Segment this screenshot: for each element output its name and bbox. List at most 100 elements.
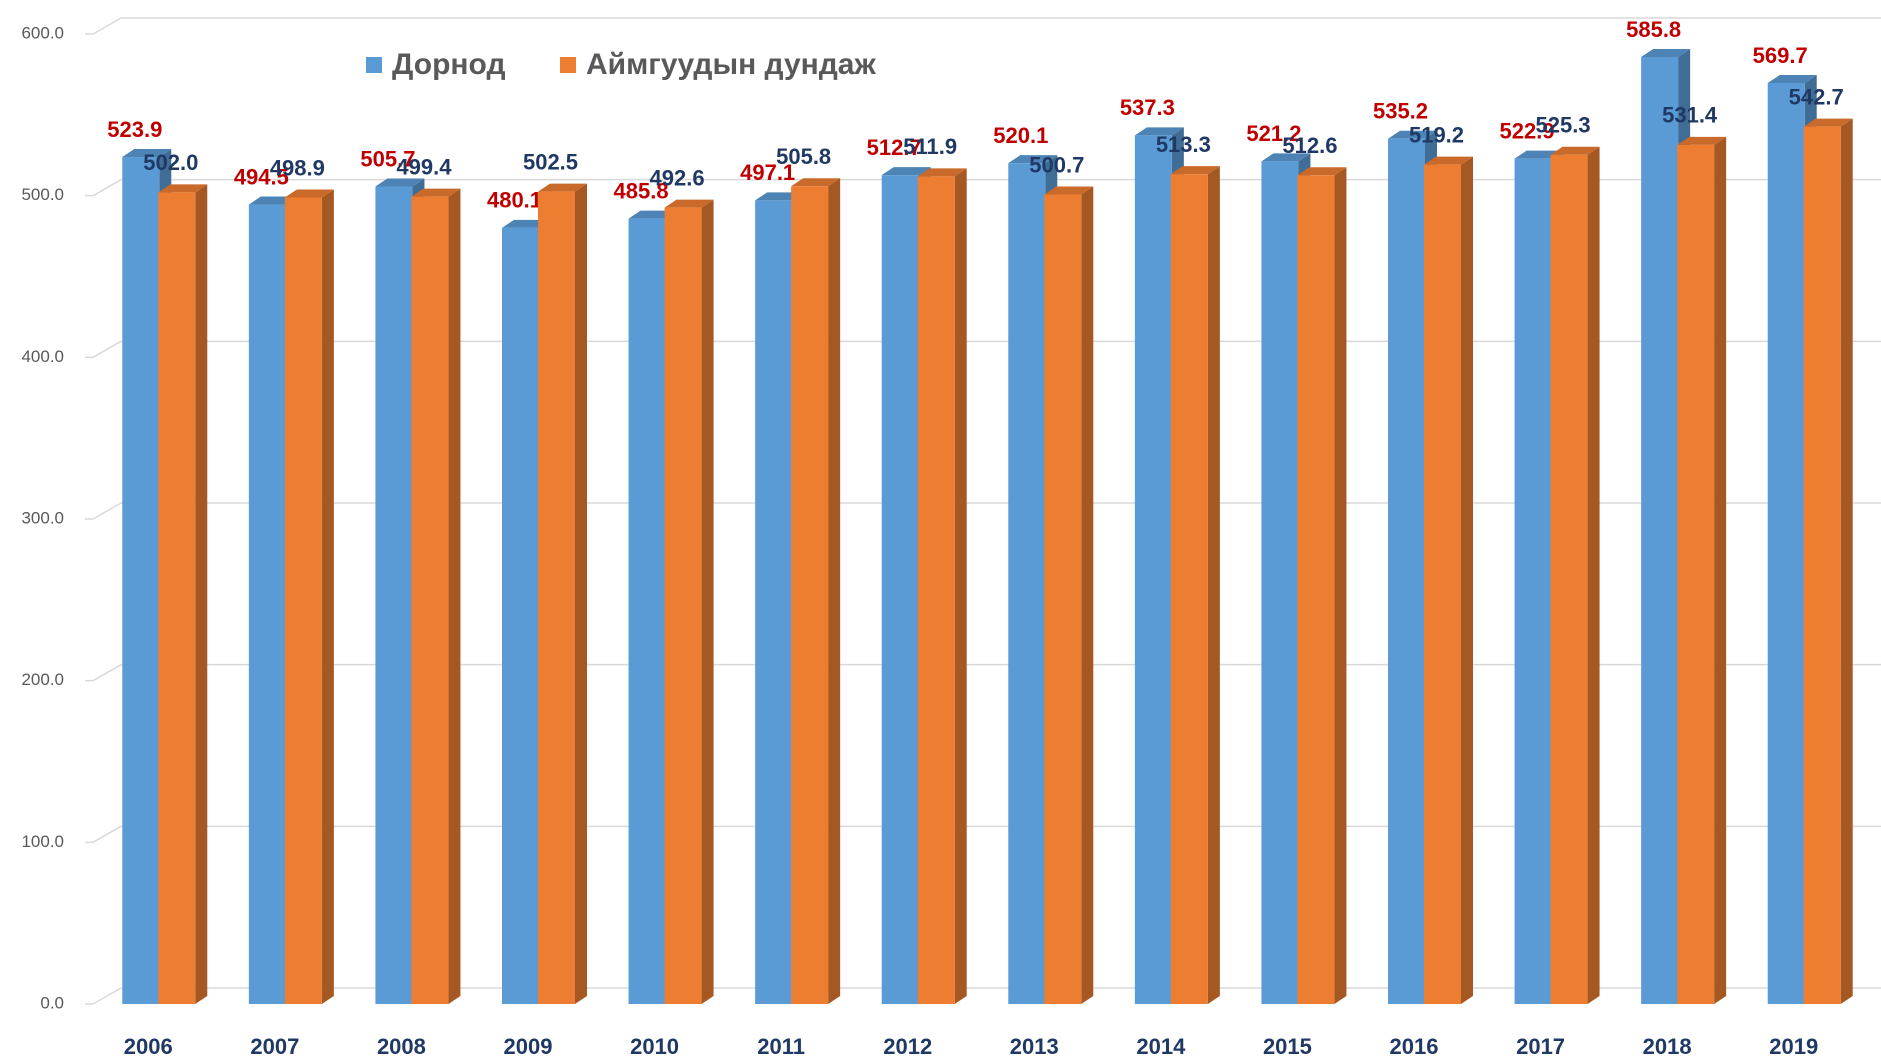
bar-side <box>1714 136 1727 1005</box>
y-tick-label: 0.0 <box>40 993 64 1012</box>
bar <box>502 227 539 1005</box>
data-label: 492.6 <box>650 165 705 190</box>
bar-top <box>538 183 587 192</box>
x-tick-label: 2008 <box>377 1034 426 1059</box>
bar <box>1803 126 1841 1004</box>
bar-top <box>791 178 841 187</box>
data-label: 525.3 <box>1536 113 1591 138</box>
bar <box>1550 154 1588 1004</box>
data-label: 569.7 <box>1753 43 1808 68</box>
y-tick-label: 100.0 <box>21 832 64 851</box>
data-label: 531.4 <box>1662 103 1718 128</box>
bar-top <box>1297 167 1347 176</box>
data-label: 585.8 <box>1626 17 1681 42</box>
bar <box>122 157 160 1005</box>
data-label: 494.5 <box>234 164 289 189</box>
x-tick-label: 2006 <box>124 1034 173 1059</box>
bar-top <box>1550 146 1600 155</box>
bar <box>1008 163 1046 1005</box>
bar-top <box>917 168 967 177</box>
bar-top <box>1803 118 1853 127</box>
bar <box>1388 138 1425 1004</box>
bar-top <box>1677 136 1727 145</box>
bar-top <box>158 184 208 193</box>
bar <box>1170 174 1208 1005</box>
data-label: 511.9 <box>903 134 957 159</box>
bar-side <box>575 183 587 1004</box>
bar-top <box>1170 166 1220 175</box>
bar-top <box>375 178 425 187</box>
data-label: 542.7 <box>1789 84 1844 109</box>
data-label: 485.8 <box>614 178 669 203</box>
bar-top <box>284 189 334 198</box>
legend-swatch <box>560 57 576 73</box>
bar-side <box>448 188 461 1005</box>
x-tick-label: 2012 <box>883 1034 932 1059</box>
bar <box>664 207 702 1004</box>
x-tick-label: 2014 <box>1136 1034 1186 1059</box>
bar-top <box>1044 186 1094 195</box>
data-label: 502.5 <box>523 149 578 174</box>
y-tick-label: 500.0 <box>21 185 64 204</box>
data-label: 499.4 <box>396 154 452 179</box>
x-tick-label: 2013 <box>1010 1034 1059 1059</box>
bar-top <box>881 167 931 176</box>
data-label: 480.1 <box>487 188 542 213</box>
bar <box>158 192 196 1004</box>
bar-side <box>954 168 967 1004</box>
bar-side <box>701 199 714 1004</box>
legend-label: Дорнод <box>392 48 505 81</box>
data-label: 502.0 <box>143 150 198 175</box>
bar <box>1424 164 1461 1005</box>
bar-top <box>1767 74 1817 83</box>
grid-diagonal <box>92 340 122 358</box>
bar-top <box>411 188 461 197</box>
data-label: 512.7 <box>867 135 922 160</box>
x-tick-label: 2019 <box>1769 1034 1818 1059</box>
bar-side <box>321 189 334 1004</box>
x-tick-label: 2015 <box>1263 1034 1312 1059</box>
bar-top <box>1008 155 1058 164</box>
grid-diagonal <box>92 664 122 682</box>
grid-diagonal <box>92 179 122 197</box>
y-tick-label: 300.0 <box>21 508 64 527</box>
data-label: 522.9 <box>1500 118 1555 143</box>
bar-side <box>1587 146 1600 1004</box>
bar-top <box>1261 153 1311 162</box>
grid-diagonal <box>92 17 122 35</box>
x-tick-label: 2009 <box>504 1034 553 1059</box>
data-label: 498.9 <box>270 155 325 180</box>
data-label: 519.2 <box>1409 122 1464 147</box>
y-tick-label: 400.0 <box>21 347 64 366</box>
grid-diagonal <box>92 502 122 520</box>
data-label: 523.9 <box>107 117 162 142</box>
bar <box>1677 144 1715 1005</box>
bar <box>538 191 575 1004</box>
bar-side <box>828 178 841 1005</box>
bar <box>1261 161 1299 1005</box>
x-tick-label: 2010 <box>630 1034 679 1059</box>
bar <box>755 200 793 1005</box>
bar-top <box>1424 156 1473 165</box>
data-label: 513.3 <box>1156 132 1211 157</box>
x-tick-label: 2017 <box>1516 1034 1565 1059</box>
x-tick-label: 2011 <box>757 1034 805 1059</box>
data-label: 537.3 <box>1120 95 1175 120</box>
bar-side <box>195 184 208 1004</box>
bar <box>881 175 919 1004</box>
bar-side <box>1840 118 1853 1004</box>
bar-side <box>1461 156 1473 1005</box>
data-label: 505.7 <box>360 146 415 171</box>
x-tick-label: 2018 <box>1643 1034 1692 1059</box>
data-label: 520.1 <box>993 123 1048 148</box>
x-tick-label: 2007 <box>250 1034 299 1059</box>
bar <box>628 218 666 1004</box>
legend-label: Аймгуудын дундаж <box>586 48 876 81</box>
data-label: 497.1 <box>740 160 795 185</box>
bar-side <box>1081 186 1094 1004</box>
bar-top <box>664 199 714 208</box>
bar <box>917 176 955 1004</box>
data-label: 512.6 <box>1282 133 1337 158</box>
grid-diagonal <box>92 987 122 1005</box>
